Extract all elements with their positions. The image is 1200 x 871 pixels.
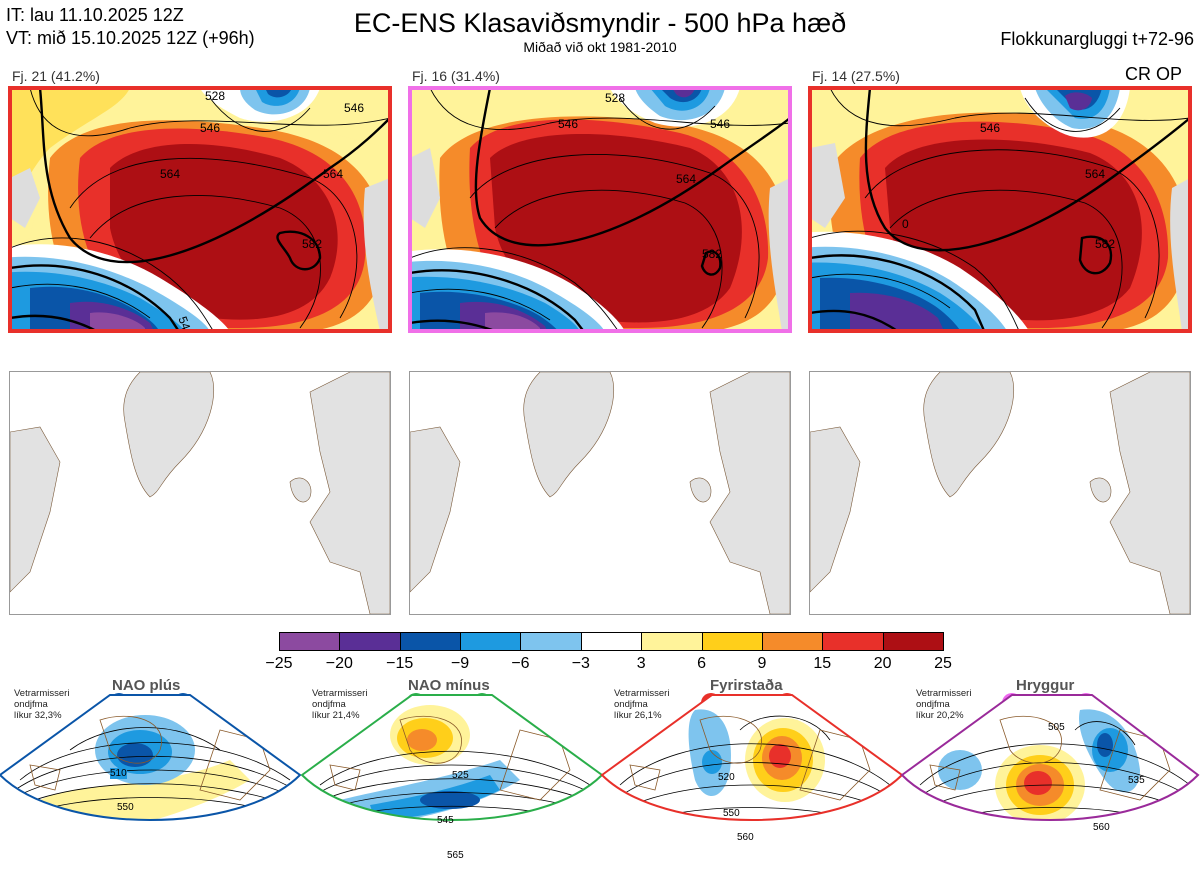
regime-3-contour-550: 550: [723, 808, 740, 819]
svg-text:528: 528: [205, 89, 225, 103]
colorbar-tick-label: −25: [265, 655, 293, 672]
svg-text:546: 546: [175, 315, 195, 333]
initial-time: IT: lau 11.10.2025 12Z: [6, 5, 184, 25]
page-subtitle: Miðað við okt 1981-2010: [523, 39, 677, 55]
regime-maps: [0, 694, 1200, 821]
colorbar: [279, 632, 944, 651]
colorbar-cell: [580, 632, 643, 651]
colorbar-cell: [822, 632, 884, 651]
colorbar-tick-label: −15: [386, 655, 414, 672]
contour-label: 546: [200, 121, 220, 135]
cluster-3-label: Fj. 14 (27.5%): [812, 68, 900, 84]
regime-4-contour-535: 535: [1128, 775, 1145, 786]
colorbar-tick-label: 3: [636, 655, 646, 672]
empty-map-3: [809, 371, 1191, 615]
colorbar-tick-label: −6: [511, 655, 530, 672]
regime-2-info: Vetrarmisseri ondjfma líkur 21,4%: [312, 688, 368, 721]
regime-4-contour-560: 560: [1093, 822, 1110, 833]
svg-text:0: 0: [902, 217, 909, 231]
cluster-2-label: Fj. 16 (31.4%): [412, 68, 500, 84]
colorbar-cell: [882, 632, 944, 651]
cluster-map-2: 528 546 546 564 582: [408, 86, 792, 333]
colorbar-cell: [279, 632, 341, 651]
svg-text:546: 546: [980, 121, 1000, 135]
colorbar-cell: [460, 632, 522, 651]
colorbar-tick-label: 25: [934, 655, 952, 672]
cluster-map-1: 546 528 546 564 564 582 546: [8, 86, 392, 333]
colorbar-cell: [761, 632, 824, 651]
classification-window: Flokkunargluggi t+72-96: [1000, 29, 1194, 49]
colorbar-cell: [339, 632, 401, 651]
svg-text:582: 582: [302, 237, 322, 251]
cluster-3-tag: CR OP: [1125, 64, 1183, 84]
regime-1-title: NAO plús: [112, 677, 181, 694]
regime-4-contour-505: 505: [1048, 722, 1065, 733]
colorbar-cell: [701, 632, 763, 651]
svg-text:582: 582: [702, 247, 722, 261]
regime-3-info: Vetrarmisseri ondjfma líkur 26,1%: [614, 688, 670, 721]
svg-text:564: 564: [676, 172, 696, 186]
colorbar-tick-label: 6: [697, 655, 706, 672]
regime-1-contour-550: 550: [117, 802, 134, 813]
colorbar-tick-label: −20: [325, 655, 353, 672]
header-times: IT: lau 11.10.2025 12Z VT: mið 15.10.202…: [6, 4, 255, 50]
svg-text:564: 564: [1085, 167, 1105, 181]
regime-2-contour-525: 525: [452, 770, 469, 781]
colorbar-cell: [641, 632, 703, 651]
svg-text:564: 564: [323, 167, 343, 181]
colorbar-cell: [399, 632, 462, 651]
svg-text:546: 546: [344, 101, 364, 115]
valid-time: VT: mið 15.10.2025 12Z (+96h): [6, 28, 255, 48]
colorbar-tick-label: 20: [873, 655, 892, 672]
colorbar-tick-label: −3: [571, 655, 590, 672]
colorbar-tick-label: −9: [450, 655, 470, 672]
cluster-map-3: 546 564 582 0: [808, 86, 1192, 333]
svg-text:528: 528: [605, 91, 625, 105]
svg-text:582: 582: [1095, 237, 1115, 251]
regime-4-info: Vetrarmisseri ondjfma líkur 20,2%: [916, 688, 972, 721]
regime-3-title: Fyrirstaða: [710, 677, 783, 694]
colorbar-cell: [520, 632, 582, 651]
colorbar-tick-label: 9: [757, 655, 767, 672]
cluster-1-label: Fj. 21 (41.2%): [12, 68, 100, 84]
empty-map-1: [9, 371, 391, 615]
regime-4-title: Hryggur: [1016, 677, 1075, 694]
svg-text:546: 546: [710, 117, 730, 131]
svg-text:564: 564: [160, 167, 180, 181]
regime-3-contour-560: 560: [737, 832, 754, 843]
page-title: EC-ENS Klasaviðsmyndir - 500 hPa hæð: [353, 8, 847, 38]
regime-1-info: Vetrarmisseri ondjfma líkur 32,3%: [14, 688, 70, 721]
regime-3-contour-520: 520: [718, 772, 735, 783]
regime-2-contour-545: 545: [437, 815, 454, 826]
empty-map-2: [409, 371, 791, 615]
regime-1-contour-510: 510: [110, 768, 127, 779]
svg-text:546: 546: [558, 117, 578, 131]
regime-2-title: NAO mínus: [408, 677, 490, 694]
regime-2-contour-565: 565: [447, 850, 464, 861]
colorbar-tick-label: 15: [813, 655, 832, 672]
